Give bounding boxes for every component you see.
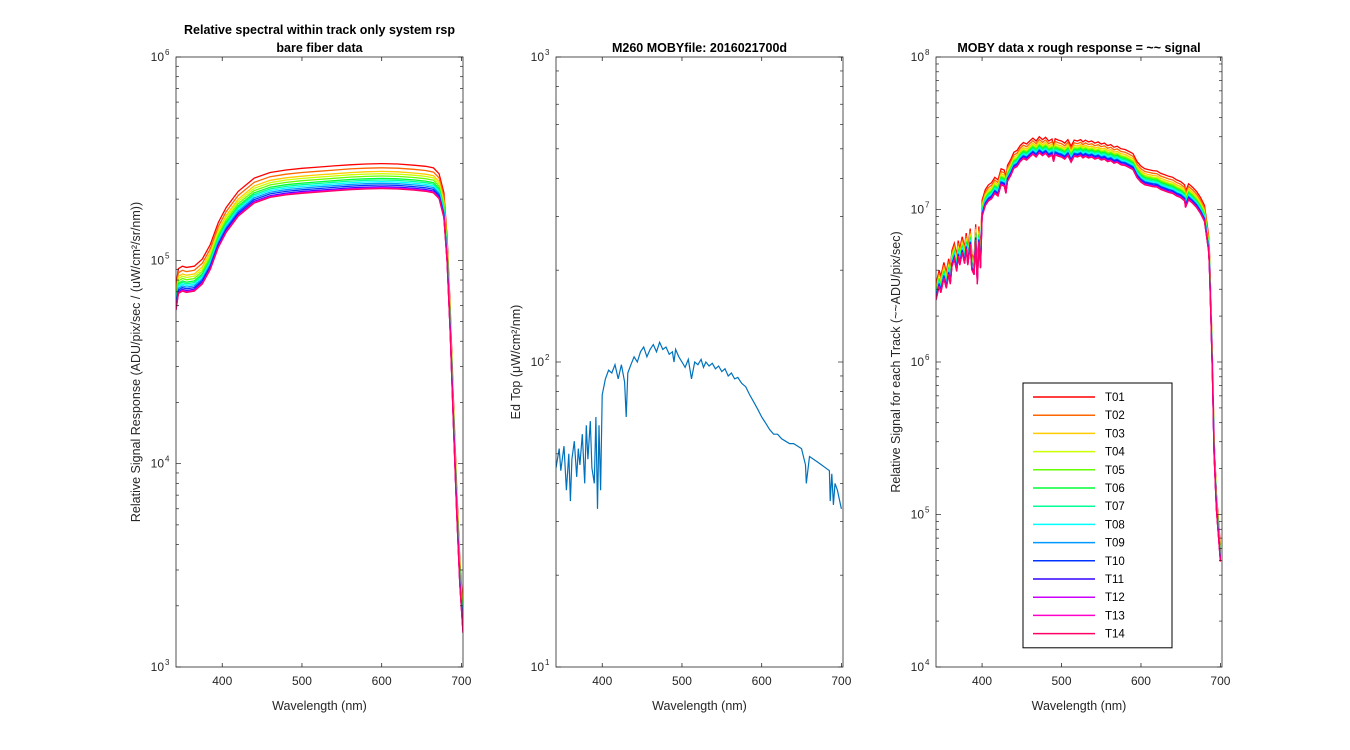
y-axis-label: Ed Top (μW/cm²/nm): [509, 305, 523, 420]
x-tick-label: 600: [372, 674, 392, 688]
legend-label-t02: T02: [1105, 410, 1125, 422]
series-group: [556, 340, 842, 510]
y-tick-label: 10: [151, 253, 165, 267]
legend-label-t12: T12: [1105, 592, 1125, 604]
chart-title: M260 MOBYfile: 2016021700d: [612, 41, 787, 55]
y-tick-label: 10: [911, 355, 925, 369]
y-tick-exponent: 5: [925, 506, 930, 515]
legend-label-t01: T01: [1105, 392, 1125, 404]
y-tick-label: 10: [911, 660, 925, 674]
chart-title: Relative spectral within track only syst…: [184, 23, 455, 37]
y-tick-label: 10: [531, 355, 545, 369]
x-tick-label: 500: [292, 674, 312, 688]
series-line-t10: [176, 184, 463, 630]
y-tick-exponent: 5: [165, 251, 170, 260]
y-tick-exponent: 7: [925, 201, 930, 210]
x-tick-label: 500: [1052, 674, 1072, 688]
x-tick-label: 700: [1210, 674, 1230, 688]
axes-box: [175, 56, 464, 668]
legend-label-t07: T07: [1105, 501, 1125, 513]
y-tick-exponent: 3: [165, 658, 170, 667]
legend-box: [1022, 382, 1173, 649]
y-tick-exponent: 2: [545, 353, 550, 362]
y-tick-label: 10: [911, 508, 925, 522]
y-tick-exponent: 3: [545, 48, 550, 57]
series-line-ed-top: [556, 340, 842, 510]
y-tick-label: 10: [911, 203, 925, 217]
y-tick-exponent: 6: [925, 353, 930, 362]
legend-label-t14: T14: [1105, 629, 1125, 641]
x-tick-label: 600: [1131, 674, 1151, 688]
legend-label-t13: T13: [1105, 610, 1125, 622]
y-tick-exponent: 4: [925, 658, 930, 667]
x-axis-label: Wavelength (nm): [272, 699, 367, 713]
chart-title: MOBY data x rough response = ~~ signal: [957, 41, 1200, 55]
y-tick-exponent: 6: [165, 48, 170, 57]
x-axis-label: Wavelength (nm): [652, 699, 747, 713]
y-tick-label: 10: [151, 660, 165, 674]
series-line-t09: [176, 182, 463, 628]
legend-label-t09: T09: [1105, 538, 1125, 550]
y-tick-exponent: 4: [165, 455, 170, 464]
x-tick-label: 700: [451, 674, 471, 688]
y-tick-label: 10: [531, 50, 545, 64]
x-tick-label: 400: [592, 674, 612, 688]
legend-label-t05: T05: [1105, 465, 1125, 477]
legend-label-t08: T08: [1105, 519, 1125, 531]
y-tick-label: 10: [151, 50, 165, 64]
legend-label-t06: T06: [1105, 483, 1125, 495]
series-line-t13: [176, 187, 463, 633]
series-line-t08: [176, 180, 463, 627]
y-axis-label: Relative Signal Response (ADU/pix/sec / …: [129, 202, 143, 522]
legend: T01 T02 T03 T04 T05 T06 T07 T08 T09 T10 T11 T12 T13 T…: [1022, 382, 1173, 649]
series-line-t11: [176, 186, 463, 632]
x-tick-label: 600: [752, 674, 772, 688]
legend-label-t10: T10: [1105, 556, 1125, 568]
x-tick-label: 400: [972, 674, 992, 688]
series-group: [936, 135, 1222, 562]
series-group: [176, 162, 463, 634]
x-axis-label: Wavelength (nm): [1032, 699, 1127, 713]
series-line-t12: [176, 187, 463, 633]
series-line-t14: [176, 187, 463, 634]
x-tick-label: 500: [672, 674, 692, 688]
y-tick-exponent: 1: [545, 658, 550, 667]
legend-label-t03: T03: [1105, 428, 1125, 440]
y-tick-label: 10: [151, 457, 165, 471]
x-tick-label: 400: [212, 674, 232, 688]
series-line-t14: [936, 151, 1222, 562]
y-tick-label: 10: [911, 50, 925, 64]
y-axis-label: Relative Signal for each Track (~~ADU/pi…: [889, 231, 903, 492]
y-tick-label: 10: [531, 660, 545, 674]
legend-label-t04: T04: [1105, 447, 1125, 459]
y-tick-exponent: 8: [925, 48, 930, 57]
chart-title: bare fiber data: [276, 41, 363, 55]
x-tick-label: 700: [831, 674, 851, 688]
legend-label-t11: T11: [1105, 574, 1124, 586]
